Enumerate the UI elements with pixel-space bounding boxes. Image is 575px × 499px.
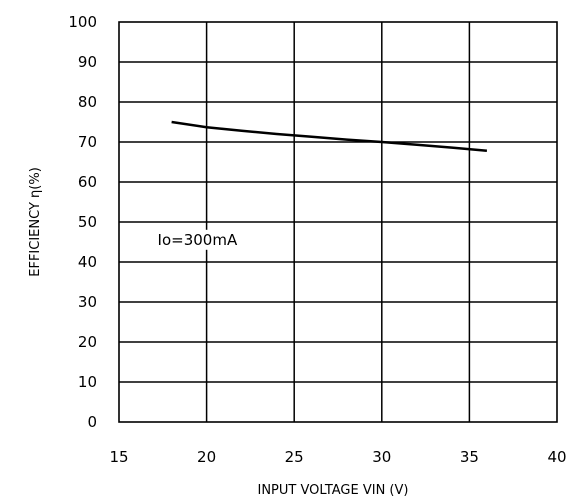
y-tick-label: 100: [68, 13, 97, 31]
plot-frame: [118, 21, 558, 423]
y-tick-label: 10: [78, 373, 97, 391]
x-tick-label: 20: [197, 448, 216, 466]
grid: [119, 22, 557, 422]
y-tick-label: 80: [78, 93, 97, 111]
y-tick-label: 50: [78, 213, 97, 231]
x-tick-label: 15: [109, 448, 128, 466]
y-axis-label: EFFICIENCY η(%): [28, 167, 43, 277]
y-tick-label: 70: [78, 133, 97, 151]
y-tick-label: 30: [78, 293, 97, 311]
efficiency-curve: [171, 120, 488, 153]
y-tick-label: 20: [78, 333, 97, 351]
tick-labels: 15 20 25 30 35 40 0 10 20 30 40 50 60 70 80 90 100: [68, 13, 566, 466]
x-tick-label: 25: [285, 448, 304, 466]
x-axis-label: INPUT VOLTAGE VIN (V): [258, 483, 409, 498]
x-tick-label: 35: [460, 448, 479, 466]
y-tick-label: 90: [78, 53, 97, 71]
x-tick-label: 30: [372, 448, 391, 466]
y-tick-label: 40: [78, 253, 97, 271]
annotation-background: [154, 229, 241, 250]
y-tick-label: 60: [78, 173, 97, 191]
annotation-io: Io=300mA: [158, 231, 238, 249]
x-tick-label: 40: [547, 448, 566, 466]
y-tick-label: 0: [87, 413, 97, 431]
